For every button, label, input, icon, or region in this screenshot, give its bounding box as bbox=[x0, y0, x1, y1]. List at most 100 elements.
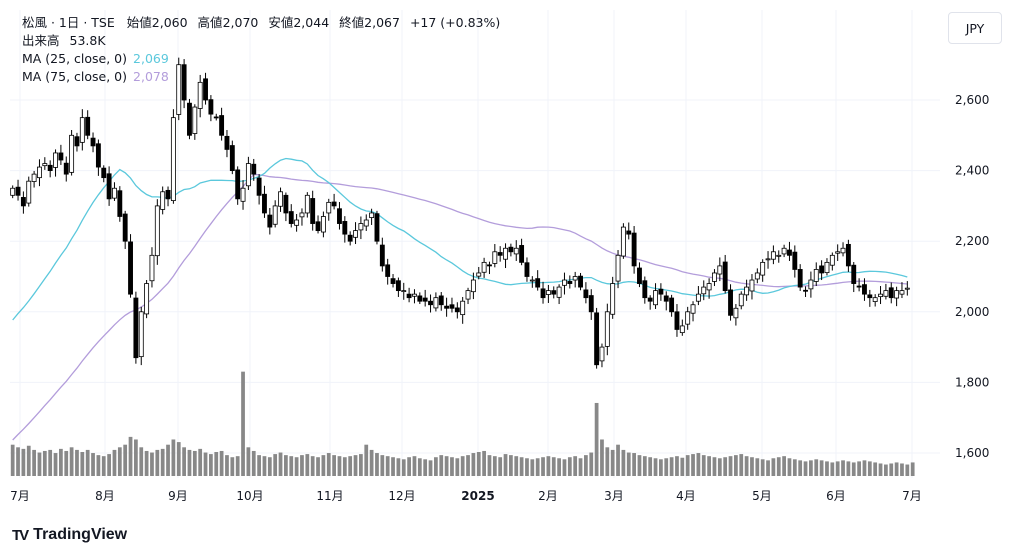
candle-body bbox=[776, 254, 782, 257]
volume-bar bbox=[830, 462, 835, 476]
ohlc-row: 松風 · 1日 · TSE 始値2,060 高値2,070 安値2,044 終値… bbox=[22, 14, 500, 32]
candle-body bbox=[433, 297, 439, 309]
volume-bar bbox=[546, 456, 551, 476]
volume-bars bbox=[10, 371, 915, 476]
legend: 松風 · 1日 · TSE 始値2,060 高値2,070 安値2,044 終値… bbox=[22, 14, 500, 86]
volume-bar bbox=[439, 455, 444, 476]
x-axis: 7月 8月 9月 10月 11月 12月 2025 2月 3月 4月 5月 6月 7月 bbox=[10, 489, 922, 503]
volume-bar bbox=[262, 456, 267, 476]
volume-bar bbox=[760, 459, 765, 476]
volume-bar bbox=[96, 455, 101, 476]
candle-body bbox=[176, 64, 182, 115]
volume-bar bbox=[878, 463, 883, 476]
candle-body bbox=[406, 293, 412, 299]
ma75-value: 2,078 bbox=[133, 69, 169, 84]
candle-body bbox=[658, 288, 664, 295]
candle-body bbox=[487, 264, 492, 267]
candle-body bbox=[545, 290, 551, 295]
volume-bar bbox=[525, 458, 529, 476]
volume-bar bbox=[884, 464, 888, 476]
x-tick-label: 6月 bbox=[826, 489, 846, 503]
candle-body bbox=[112, 187, 117, 199]
close-value: 2,067 bbox=[364, 15, 400, 30]
candle-body bbox=[347, 234, 353, 242]
candle-body bbox=[690, 304, 696, 314]
candle-body bbox=[385, 264, 391, 277]
volume-bar bbox=[80, 452, 85, 476]
volume-bar bbox=[471, 453, 476, 476]
volume-bar bbox=[251, 450, 256, 476]
y-tick-label: 2,600 bbox=[955, 93, 989, 107]
candle-body bbox=[208, 99, 214, 115]
candle-body bbox=[245, 163, 251, 187]
candle-body bbox=[240, 187, 246, 202]
volume-bar bbox=[235, 456, 240, 476]
candle-body bbox=[170, 117, 176, 202]
candlesticks bbox=[10, 57, 910, 369]
candle-body bbox=[626, 230, 632, 235]
volume-bar bbox=[616, 444, 620, 476]
volume-bar bbox=[728, 456, 733, 476]
volume-bar bbox=[407, 457, 411, 476]
volume-bar bbox=[900, 463, 904, 476]
low-label: 安値 bbox=[268, 15, 294, 30]
ma75-path bbox=[12, 173, 908, 441]
volume-bar bbox=[600, 439, 604, 476]
volume-bar bbox=[562, 459, 567, 476]
volume-bar bbox=[637, 455, 642, 476]
tradingview-logo[interactable]: TV TradingView bbox=[12, 526, 127, 544]
volume-bar bbox=[755, 458, 760, 476]
candle-body bbox=[733, 307, 739, 319]
grid-lines bbox=[10, 10, 940, 478]
volume-bar bbox=[712, 457, 717, 476]
x-tick-label: 2025 bbox=[461, 489, 494, 503]
candle-body bbox=[213, 116, 219, 119]
volume-bar bbox=[278, 452, 283, 476]
volume-bar bbox=[209, 454, 213, 476]
volume-bar bbox=[557, 458, 561, 476]
candle-body bbox=[856, 285, 862, 288]
candle-body bbox=[669, 297, 675, 313]
volume-bar bbox=[766, 460, 770, 476]
candle-body bbox=[803, 289, 808, 292]
x-tick-label: 8月 bbox=[95, 489, 115, 503]
candle-body bbox=[813, 269, 819, 282]
volume-bar bbox=[717, 458, 722, 476]
volume-bar bbox=[819, 460, 824, 476]
volume-bar bbox=[466, 455, 470, 476]
volume-bar bbox=[257, 455, 261, 476]
volume-bar bbox=[187, 449, 192, 476]
candle-body bbox=[529, 279, 535, 282]
candle-body bbox=[878, 293, 883, 298]
volume-bar bbox=[835, 461, 840, 476]
volume-bar bbox=[10, 444, 15, 476]
volume-bar bbox=[300, 455, 304, 476]
candle-body bbox=[642, 280, 648, 299]
volume-bar bbox=[873, 462, 878, 476]
candle-body bbox=[706, 283, 712, 291]
candle-body bbox=[712, 272, 717, 282]
candle-body bbox=[631, 232, 637, 267]
candle-body bbox=[835, 251, 841, 254]
candle-body bbox=[663, 295, 669, 302]
candle-body bbox=[138, 311, 144, 358]
candle-body bbox=[610, 283, 616, 315]
volume-bar bbox=[814, 459, 819, 476]
volume-bar bbox=[171, 439, 176, 476]
candle-body bbox=[187, 102, 192, 136]
candle-body bbox=[101, 167, 107, 179]
candle-body bbox=[594, 312, 600, 366]
volume-bar bbox=[192, 450, 197, 476]
candle-body bbox=[149, 254, 155, 282]
candle-body bbox=[58, 152, 64, 161]
candle-body bbox=[20, 197, 26, 207]
volume-bar bbox=[669, 457, 674, 476]
volume-bar bbox=[857, 461, 861, 476]
candle-body bbox=[465, 290, 471, 300]
volume-bar bbox=[809, 460, 813, 476]
volume-bar bbox=[123, 444, 128, 476]
volume-bar bbox=[503, 454, 508, 476]
currency-button[interactable]: JPY bbox=[948, 12, 1002, 44]
volume-bar bbox=[851, 462, 856, 476]
